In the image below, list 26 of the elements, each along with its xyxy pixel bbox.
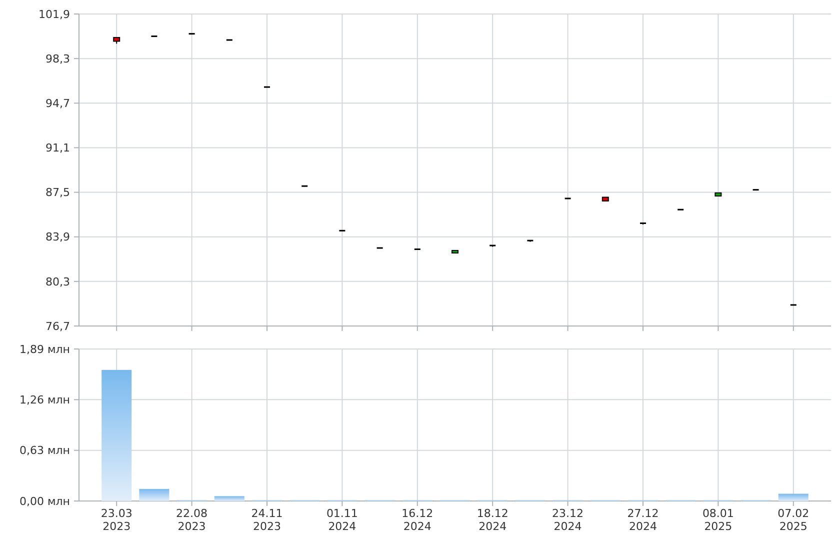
x-tick-label: 18.12 2024 <box>476 507 508 533</box>
x-tick-label: 22.08 2023 <box>176 507 208 533</box>
y-tick-label: 80,3 <box>46 275 70 288</box>
x-tick-label: 01.11 2024 <box>326 507 358 533</box>
x-tick-label: 23.12 2024 <box>552 507 584 533</box>
bar <box>214 496 244 501</box>
y-tick-label: 76,7 <box>46 320 70 333</box>
bar <box>139 488 170 501</box>
bar <box>778 494 808 501</box>
y-tick-label: 87,5 <box>46 186 70 200</box>
x-tick-label: 24.11 2023 <box>251 507 283 533</box>
x-tick-label: 27.12 2024 <box>627 507 659 533</box>
x-tick-label: 07.02 2025 <box>778 507 810 533</box>
x-tick-label: 08.01 2025 <box>702 507 734 533</box>
y-tick-label: 98,3 <box>46 52 70 66</box>
y-tick-label: 0,63 млн <box>19 444 70 458</box>
x-tick-label: 16.12 2024 <box>402 507 434 533</box>
y-tick-label: 0,00 млн <box>19 494 70 508</box>
y-tick-label: 101,9 <box>38 8 70 21</box>
x-tick-label: 23.03 2023 <box>100 507 132 533</box>
y-tick-label: 91,1 <box>46 142 70 155</box>
y-tick-label: 1,89 млн <box>19 342 70 356</box>
y-tick-label: 83,9 <box>46 230 70 244</box>
y-tick-label: 94,7 <box>46 96 70 110</box>
bar <box>102 370 132 501</box>
y-tick-label: 1,26 млн <box>19 394 70 407</box>
